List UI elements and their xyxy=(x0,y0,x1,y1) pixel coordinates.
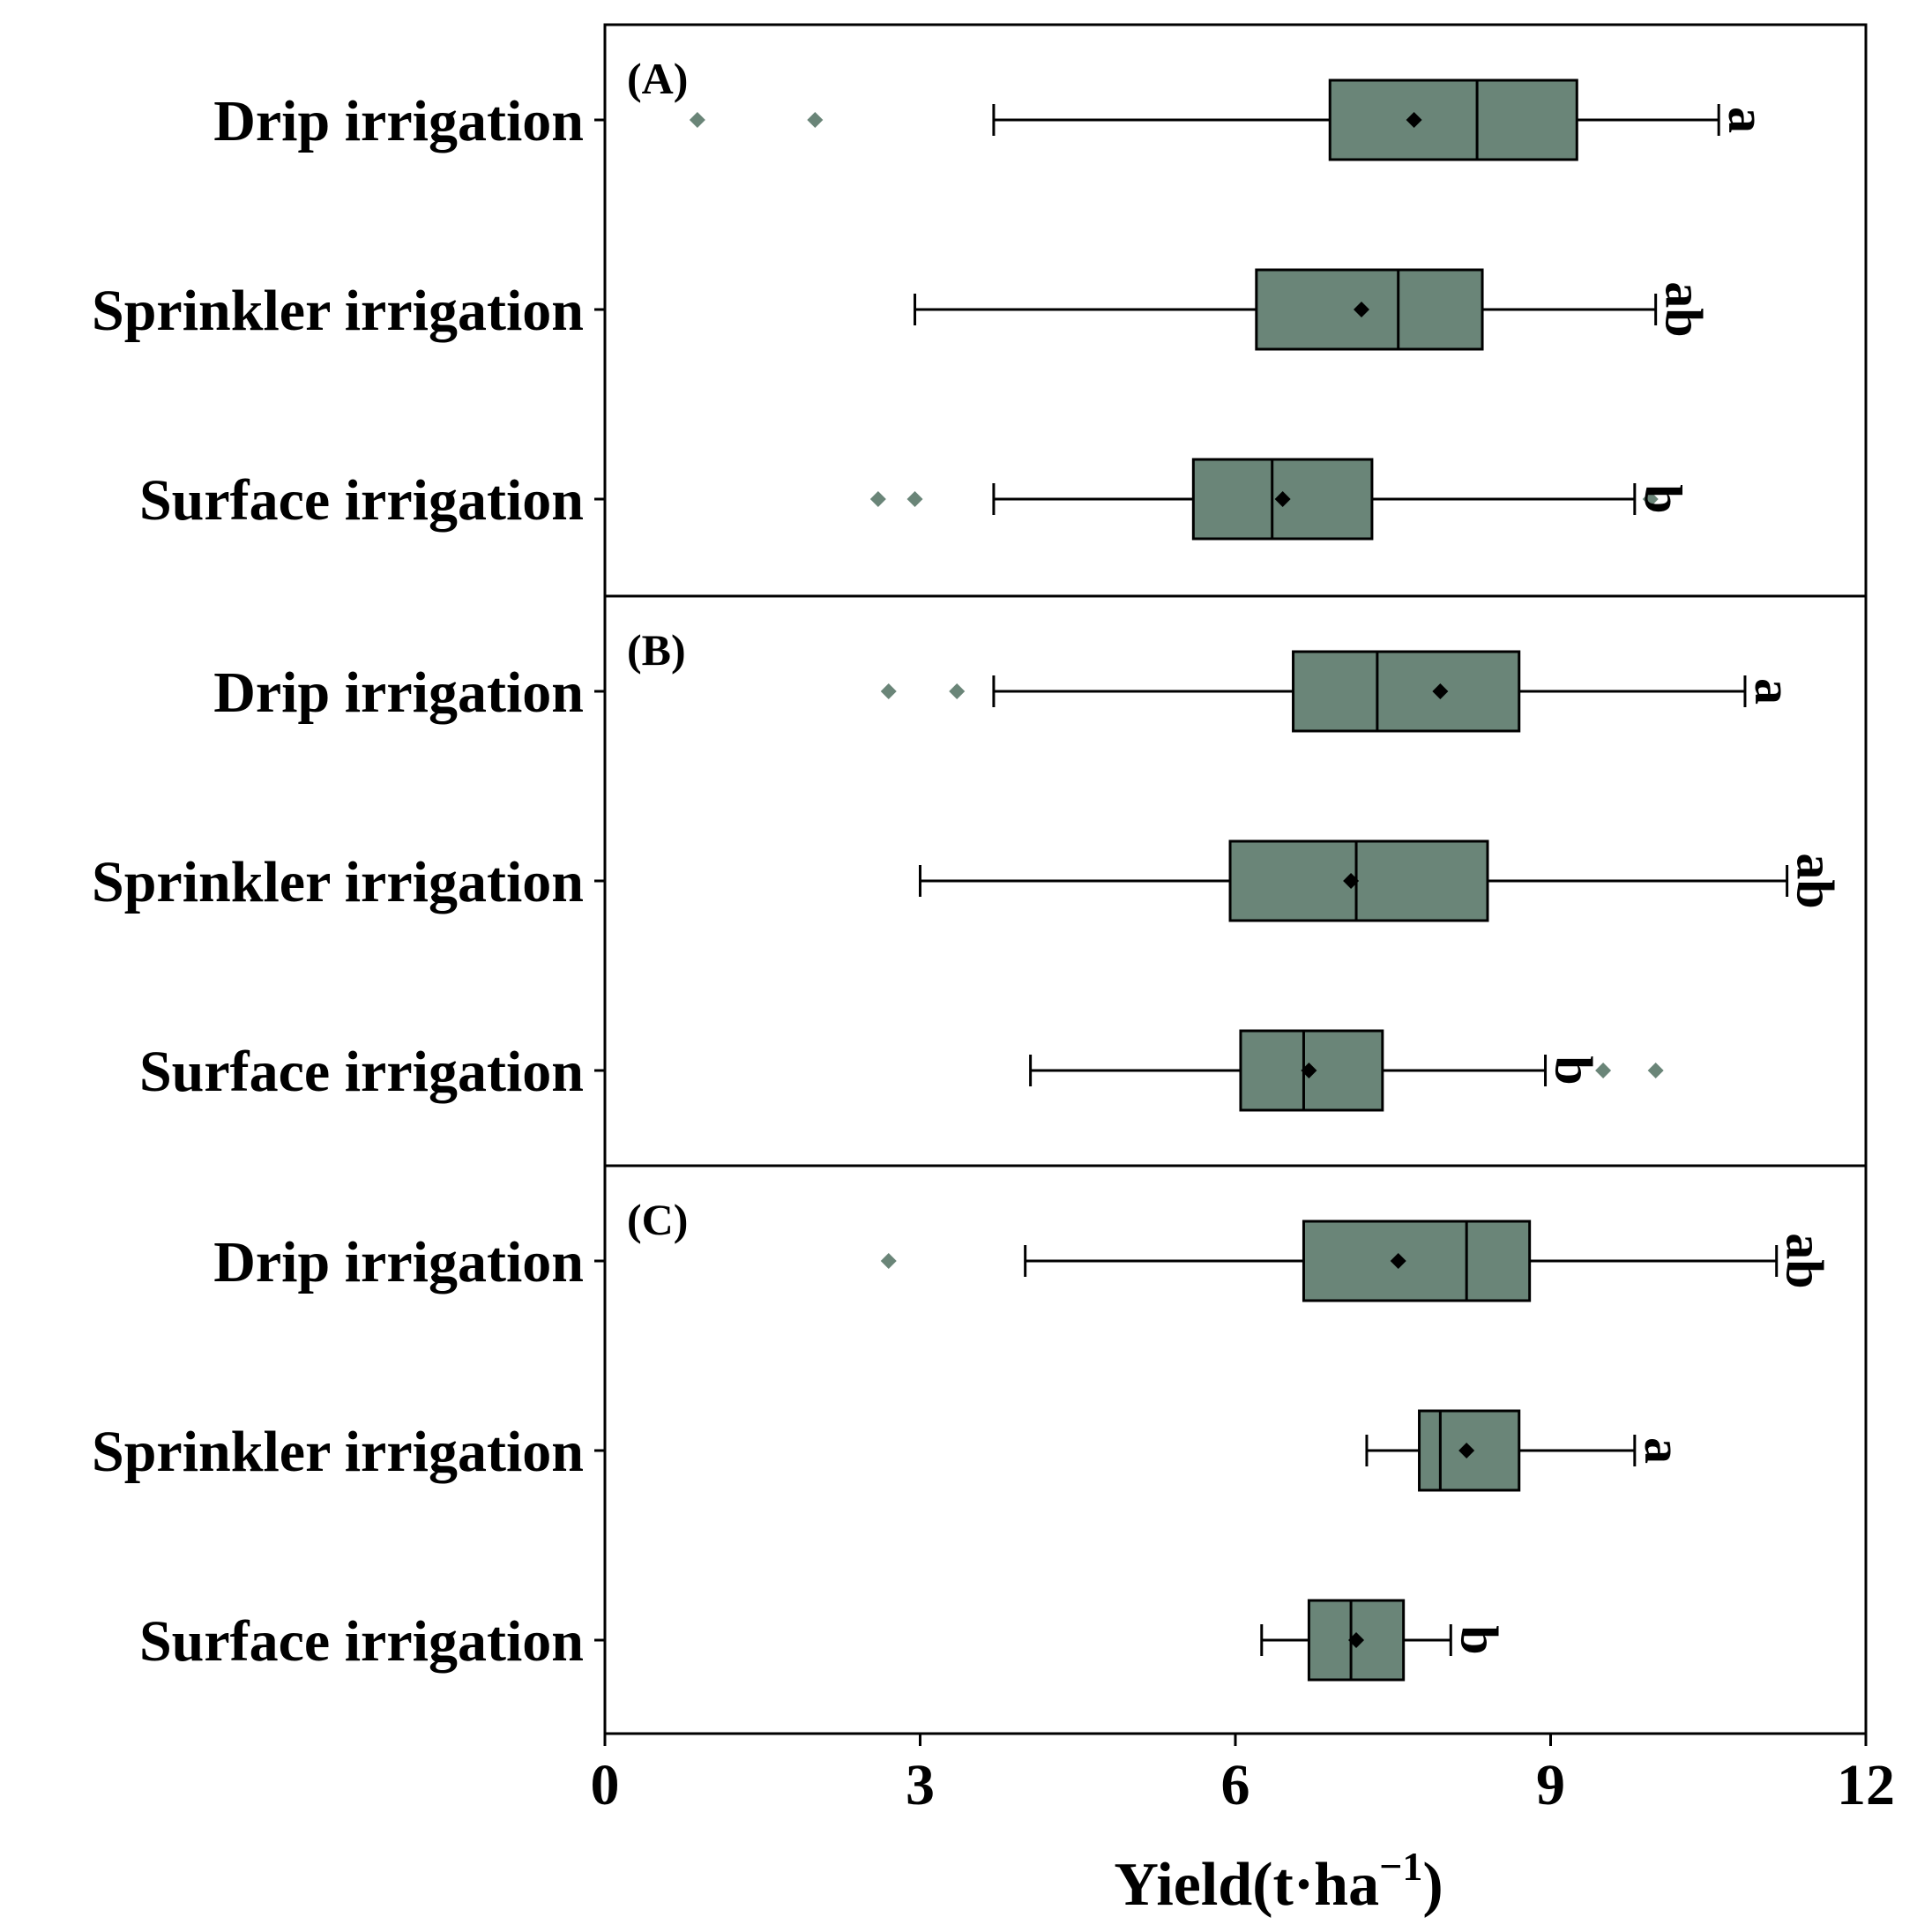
significance-letter: b xyxy=(1545,1056,1603,1085)
category-label: Sprinkler irrigation xyxy=(92,279,584,343)
panel-label: (A) xyxy=(627,54,688,103)
box-group: Drip irrigation a xyxy=(213,78,1776,161)
outlier-point xyxy=(1642,491,1659,507)
outlier-point xyxy=(880,683,897,699)
iqr-box xyxy=(1292,650,1521,733)
category-label: Surface irrigation xyxy=(139,468,584,533)
category-label: Drip irrigation xyxy=(213,89,584,153)
significance-letter: b xyxy=(1450,1625,1508,1654)
mean-marker xyxy=(1432,683,1449,699)
mean-marker xyxy=(1343,873,1360,889)
x-tick-label: 9 xyxy=(1536,1753,1565,1817)
significance-letter: ab xyxy=(1776,1233,1834,1288)
outlier-point xyxy=(1647,1063,1664,1078)
outlier-point xyxy=(689,112,705,128)
panel-1: (A) Drip irrigation a Sprinkler irrigation a… xyxy=(92,23,1868,598)
x-tick-label: 0 xyxy=(591,1753,620,1817)
mean-marker xyxy=(1390,1253,1406,1269)
x-axis-title-exponent: −1 xyxy=(1379,1844,1422,1889)
mean-marker xyxy=(1348,1632,1365,1648)
x-axis-title-main: Yield(t·ha xyxy=(1114,1851,1379,1919)
category-label: Surface irrigation xyxy=(139,1609,584,1674)
box-group: Surface irrigation b xyxy=(139,1599,1508,1682)
box-group: Drip irrigation ab xyxy=(213,1220,1834,1302)
panel-2: (B) Drip irrigation a Sprinkler irrigation a… xyxy=(92,594,1868,1167)
iqr-box xyxy=(1307,1599,1406,1682)
box-group: Sprinkler irrigation a xyxy=(92,1409,1692,1492)
category-label: Sprinkler irrigation xyxy=(92,850,584,914)
outlier-point xyxy=(880,1253,897,1269)
significance-letter: ab xyxy=(1786,853,1845,908)
category-label: Surface irrigation xyxy=(139,1040,584,1104)
mean-marker xyxy=(1406,112,1422,128)
significance-letter: b xyxy=(1634,484,1692,513)
box-group: Sprinkler irrigation ab xyxy=(92,839,1845,922)
category-label: Drip irrigation xyxy=(213,1230,584,1294)
iqr-box xyxy=(1328,78,1578,161)
box-group: Surface irrigation b xyxy=(139,458,1692,541)
iqr-box xyxy=(1302,1220,1532,1302)
panel-label: (C) xyxy=(627,1195,688,1244)
x-axis: 0 3 6 9 12 xyxy=(591,1734,1895,1817)
box-group: Surface irrigation b xyxy=(139,1029,1664,1112)
outlier-point xyxy=(869,491,886,507)
mean-marker xyxy=(1354,302,1369,317)
panel-label: (B) xyxy=(627,625,686,675)
significance-letter: a xyxy=(1718,107,1776,133)
x-axis-title: Yield(t·ha−1) xyxy=(1114,1844,1443,1919)
outlier-point xyxy=(807,112,824,128)
box-group: Drip irrigation a xyxy=(213,650,1802,733)
panels-layer: (A) Drip irrigation a Sprinkler irrigation a… xyxy=(92,23,1868,1735)
mean-marker xyxy=(1458,1443,1475,1458)
mean-marker xyxy=(1274,491,1291,507)
x-tick-label: 3 xyxy=(906,1753,935,1817)
x-tick-label: 12 xyxy=(1837,1753,1895,1817)
significance-letter: a xyxy=(1744,678,1802,705)
x-axis-title-close: ) xyxy=(1422,1851,1443,1919)
significance-letter: ab xyxy=(1655,281,1713,337)
box-group: Sprinkler irrigation ab xyxy=(92,268,1713,351)
category-label: Drip irrigation xyxy=(213,660,584,725)
outlier-point xyxy=(1595,1063,1612,1078)
outlier-point xyxy=(949,683,966,699)
category-label: Sprinkler irrigation xyxy=(92,1420,584,1484)
outlier-point xyxy=(906,491,923,507)
mean-marker xyxy=(1301,1063,1317,1078)
significance-letter: a xyxy=(1634,1437,1692,1464)
x-tick-label: 6 xyxy=(1221,1753,1250,1817)
